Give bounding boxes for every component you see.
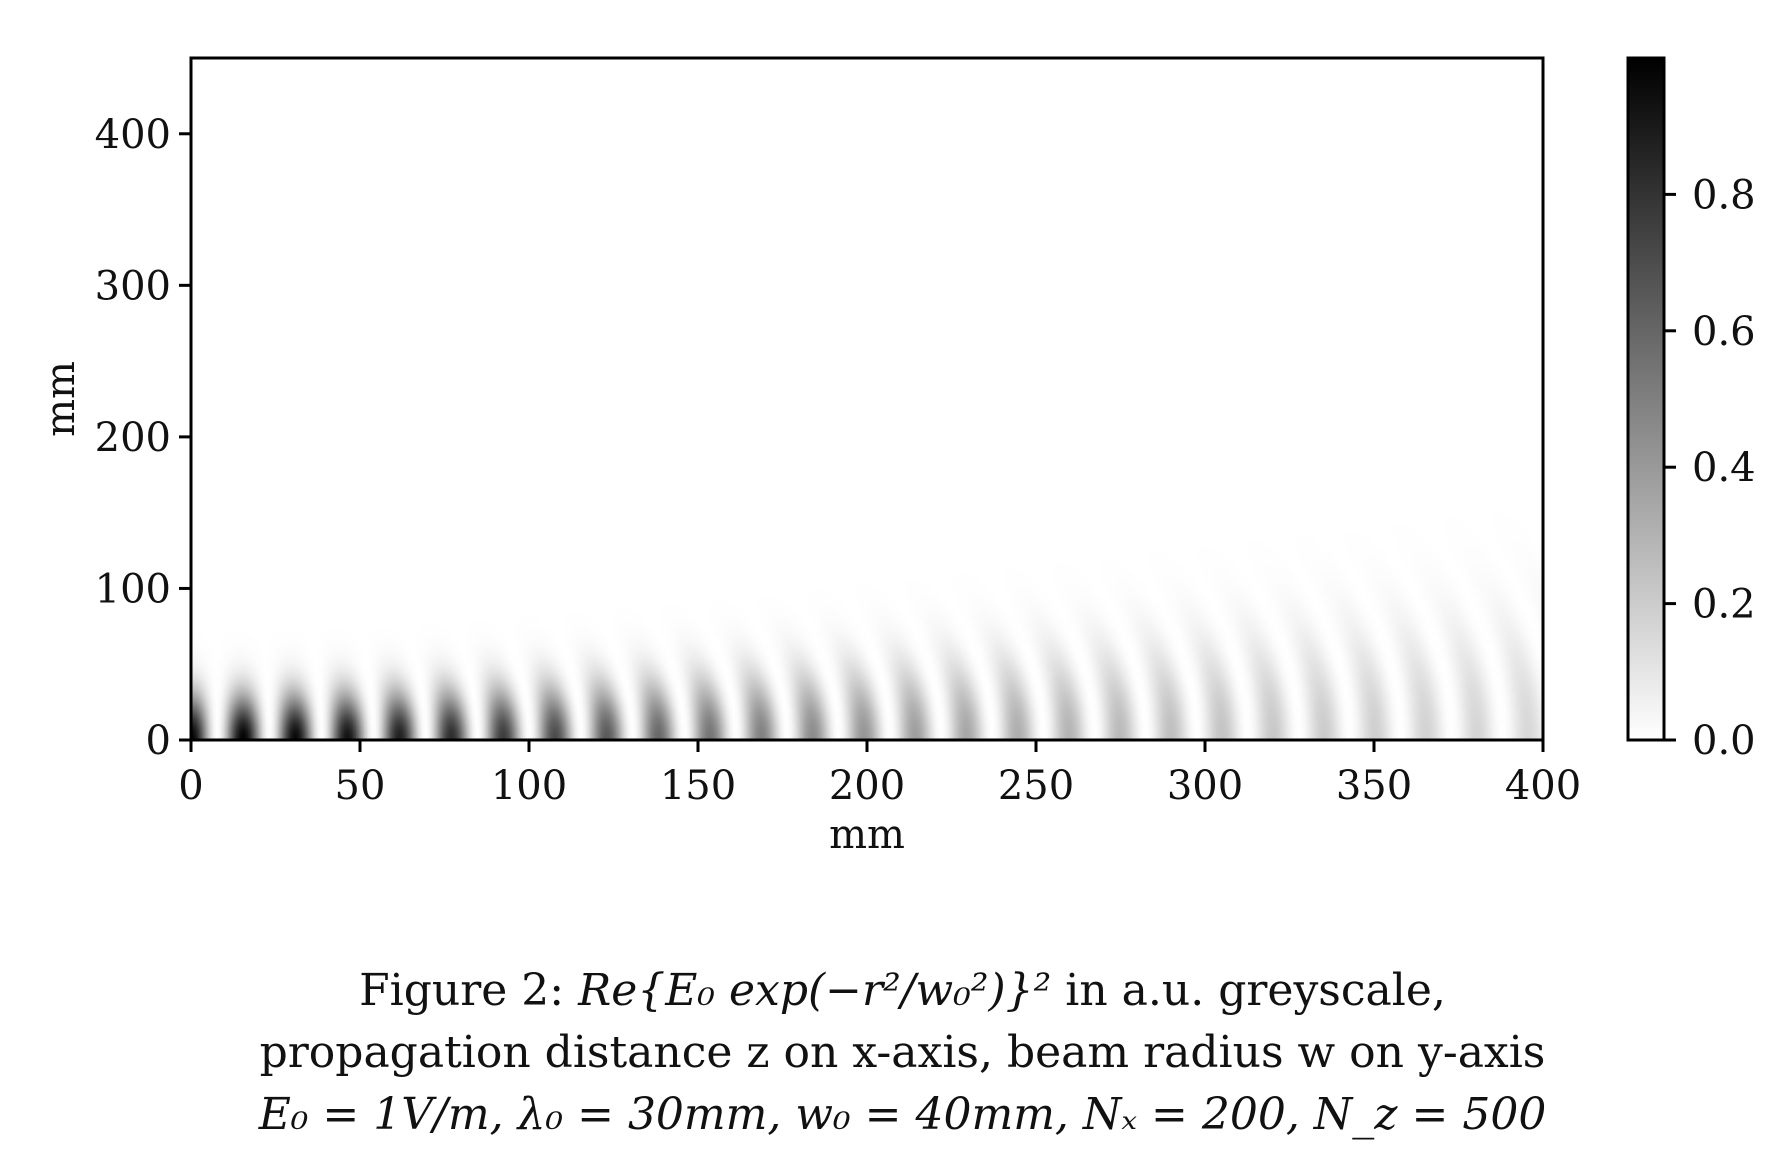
y-axis-label: mm bbox=[38, 361, 84, 437]
x-axis-label: mm bbox=[829, 812, 905, 858]
x-tick-label: 0 bbox=[178, 763, 203, 809]
x-tick-label: 200 bbox=[829, 763, 905, 809]
colorbar-tick-label: 0.8 bbox=[1692, 172, 1756, 218]
y-axis: 0 100 200 300 400 bbox=[95, 112, 191, 764]
x-axis: 0 50 100 150 200 250 300 350 400 bbox=[178, 740, 1581, 809]
heatmap-plot-area bbox=[189, 56, 1545, 742]
colorbar-tick-label: 0.6 bbox=[1692, 309, 1756, 355]
x-tick-label: 100 bbox=[491, 763, 567, 809]
colorbar-tick-label: 0.2 bbox=[1692, 582, 1756, 628]
y-tick-label: 100 bbox=[95, 566, 171, 612]
caption-suffix: in a.u. greyscale, bbox=[1051, 965, 1446, 1016]
colorbar-tick-label: 0.4 bbox=[1692, 445, 1756, 491]
heatmap-image bbox=[191, 58, 1543, 740]
caption-prefix: Figure 2: bbox=[359, 965, 579, 1016]
chart-figure: 0 50 100 150 200 250 300 350 400 0 100 200 300 400 m… bbox=[38, 56, 1756, 858]
colorbar-gradient bbox=[1626, 56, 1666, 742]
y-tick-label: 400 bbox=[95, 112, 171, 158]
x-tick-label: 250 bbox=[998, 763, 1074, 809]
caption-line-2: propagation distance z on x-axis, beam r… bbox=[259, 1027, 1546, 1078]
figure-caption: Figure 2: Re{E₀ exp(−r²/w₀²)}² in a.u. g… bbox=[0, 960, 1765, 1146]
caption-line-1: Figure 2: Re{E₀ exp(−r²/w₀²)}² in a.u. g… bbox=[0, 960, 1765, 1022]
caption-line-3: E₀ = 1V/m, λ₀ = 30mm, w₀ = 40mm, Nₓ = 20… bbox=[258, 1089, 1547, 1140]
colorbar-ticks: 0.0 0.2 0.4 0.6 0.8 bbox=[1664, 172, 1756, 764]
caption-formula: Re{E₀ exp(−r²/w₀²)}² bbox=[578, 965, 1052, 1016]
x-tick-label: 150 bbox=[660, 763, 736, 809]
x-tick-label: 400 bbox=[1505, 763, 1581, 809]
colorbar: 0.0 0.2 0.4 0.6 0.8 bbox=[1626, 56, 1756, 764]
x-tick-label: 50 bbox=[335, 763, 386, 809]
y-tick-label: 200 bbox=[95, 415, 171, 461]
x-tick-label: 350 bbox=[1336, 763, 1412, 809]
colorbar-tick-label: 0.0 bbox=[1692, 718, 1756, 764]
x-tick-label: 300 bbox=[1167, 763, 1243, 809]
y-tick-label: 0 bbox=[146, 718, 171, 764]
y-tick-label: 300 bbox=[95, 263, 171, 309]
